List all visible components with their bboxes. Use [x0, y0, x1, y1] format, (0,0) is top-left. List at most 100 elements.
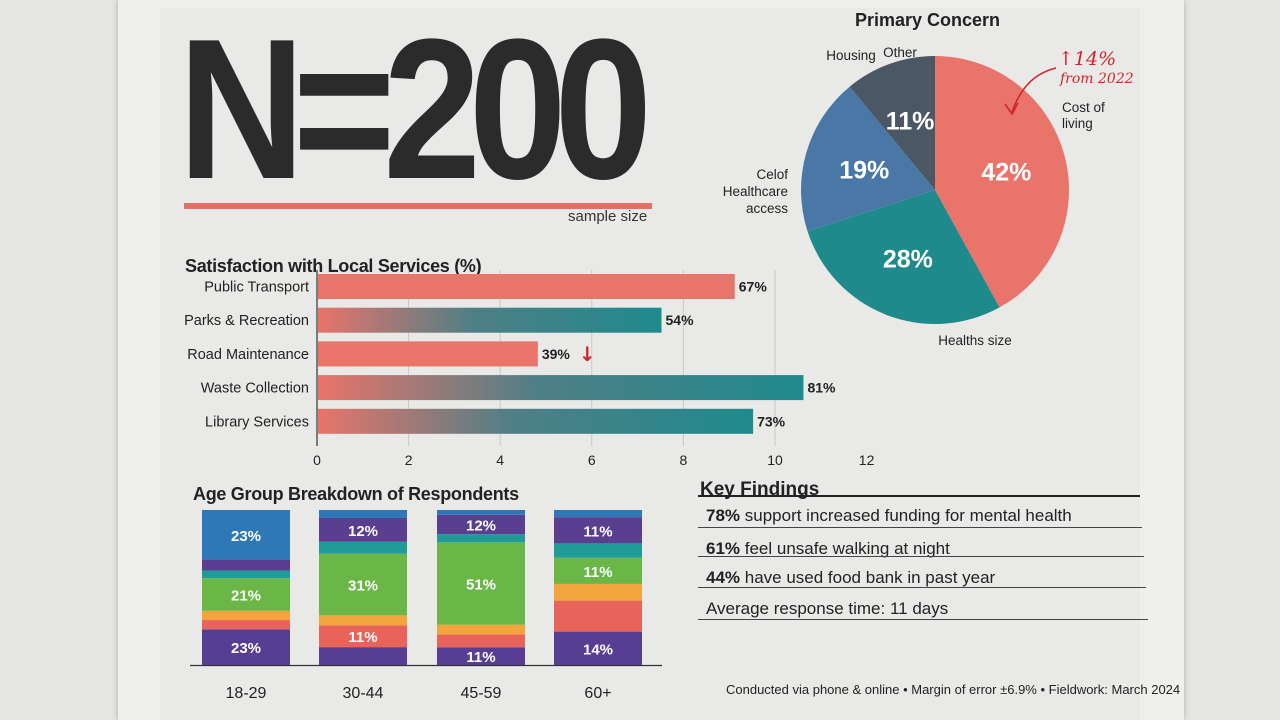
annotation-arrow-icon: [1011, 67, 1057, 113]
stack-segment: [437, 624, 525, 635]
segment-percent-label: 31%: [348, 578, 378, 595]
pie-slice: [807, 190, 1000, 324]
pie-slice: [935, 56, 1069, 308]
slice-name-label: Celof Healthcare access: [723, 167, 789, 216]
category-label: Parks & Recreation: [184, 313, 309, 329]
key-finding-text: Average response time: 11 days: [706, 599, 949, 618]
stack-segment: [554, 583, 642, 601]
stack-segment: [554, 600, 642, 632]
bar: [318, 341, 538, 367]
stack-segment: [437, 542, 525, 625]
x-tick-label: 6: [588, 452, 596, 468]
key-findings-divider: [698, 587, 1146, 588]
stack-segment: [202, 629, 290, 665]
sample-size-caption: sample size: [568, 208, 648, 225]
key-finding-text: have used food bank in past year: [740, 568, 996, 587]
sample-size-headline: N=200: [178, 0, 652, 221]
stack-segment: [437, 510, 525, 515]
age-chart-title: Age Group Breakdown of Respondents: [193, 484, 519, 504]
pie-slice: [801, 86, 935, 232]
segment-percent-label: 11%: [583, 564, 612, 581]
segment-percent-label: 11%: [583, 523, 612, 540]
category-label: Library Services: [205, 414, 309, 430]
slice-name-label: Housing: [826, 48, 876, 63]
bar: [318, 375, 804, 401]
slice-percent-label: 19%: [839, 156, 889, 184]
stack-segment: [319, 625, 407, 648]
age-group-label: 45-59: [461, 685, 502, 702]
key-findings-top-rule: [698, 495, 1140, 497]
segment-percent-label: 12%: [466, 518, 496, 535]
data-label: 73%: [757, 413, 786, 429]
stack-segment: [437, 514, 525, 535]
satisfaction-bar-chart: Public Transport 67% Parks & Recreation 54%…: [184, 270, 875, 468]
other-slice-label: Other: [883, 45, 917, 60]
stack-segment: [437, 634, 525, 648]
headline-underline: [184, 203, 652, 209]
stack-segment: [554, 510, 642, 518]
key-findings-divider: [698, 527, 1142, 528]
key-finding-value: 61%: [706, 539, 741, 558]
bar: [318, 274, 735, 299]
stack-segment: [319, 553, 407, 616]
down-arrow-icon: ↓: [579, 342, 596, 366]
x-tick-label: 2: [405, 452, 413, 468]
x-tick-label: 12: [859, 452, 875, 468]
x-tick-label: 0: [313, 452, 321, 468]
key-finding-item: 44% have used food bank in past year: [706, 568, 995, 588]
stack-segment: [202, 559, 290, 571]
key-finding-item: 61% feel unsafe walking at night: [706, 539, 950, 559]
stack-segment: [202, 578, 290, 611]
stack-segment: [319, 510, 407, 518]
key-findings-title: Key Findings: [700, 479, 820, 500]
x-tick-label: 4: [496, 452, 504, 468]
key-findings-divider: [698, 556, 1144, 557]
stack-segment: [319, 541, 407, 554]
segment-percent-label: 23%: [231, 528, 261, 545]
x-tick-label: 10: [767, 452, 783, 468]
stack-segment: [554, 543, 642, 558]
segment-percent-label: 21%: [231, 587, 261, 604]
segment-percent-label: 14%: [583, 641, 613, 658]
data-label: 67%: [739, 279, 768, 295]
stack-segment: [202, 610, 290, 621]
stack-segment: [202, 510, 290, 560]
stack-segment: [202, 570, 290, 579]
category-label: Public Transport: [204, 280, 309, 296]
segment-percent-label: 11%: [466, 649, 495, 666]
segment-percent-label: 12%: [348, 523, 378, 540]
category-label: Waste Collection: [201, 381, 309, 397]
stack-segment: [554, 517, 642, 544]
key-finding-text: feel unsafe walking at night: [740, 539, 950, 558]
slice-percent-label: 28%: [883, 246, 933, 274]
segment-percent-label: 23%: [231, 640, 261, 657]
satisfaction-chart-title: Satisfaction with Local Services (%): [185, 256, 482, 276]
segment-percent-label: 11%: [348, 629, 377, 646]
key-finding-value: 78%: [706, 506, 741, 525]
stack-segment: [437, 647, 525, 665]
stack-segment: [319, 517, 407, 542]
data-label: 81%: [807, 380, 836, 396]
bar: [318, 307, 662, 333]
stack-segment: [319, 647, 407, 665]
slice-name-label: Cost of living: [1062, 100, 1105, 131]
slice-name-label: Healths size: [938, 333, 1012, 348]
stack-segment: [437, 534, 525, 543]
slice-percent-label: 42%: [981, 159, 1031, 187]
stack-segment: [319, 615, 407, 626]
stack-segment: [554, 631, 642, 665]
category-label: Road Maintenance: [187, 347, 309, 363]
annotation-arrowhead-icon: [1004, 102, 1019, 116]
annotation-from-year: from 2022: [1059, 71, 1134, 87]
bar: [318, 408, 754, 434]
data-label: 54%: [666, 312, 695, 328]
key-finding-item: 78% support increased funding for mental…: [706, 506, 1072, 526]
key-finding-value: 44%: [706, 568, 741, 587]
segment-percent-label: 51%: [466, 576, 496, 593]
slice-percent-label: 11%: [886, 108, 935, 136]
data-label: 39%: [542, 346, 571, 362]
key-finding-text: support increased funding for mental hea…: [740, 506, 1072, 525]
age-group-label: 30-44: [343, 685, 384, 702]
key-finding-item: Average response time: 11 days: [706, 599, 948, 619]
annotation-increase: ↑14%: [1058, 48, 1116, 70]
